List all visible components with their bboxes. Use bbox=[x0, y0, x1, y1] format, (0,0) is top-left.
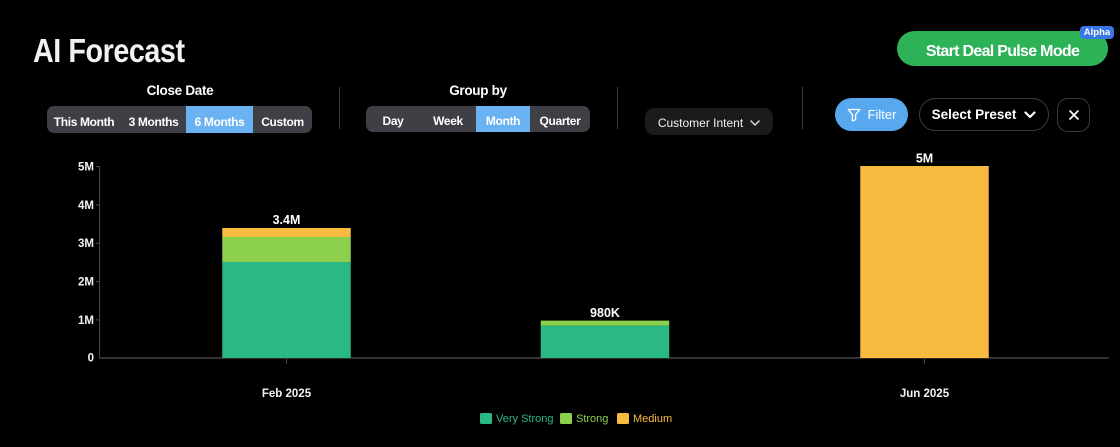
svg-text:3M: 3M bbox=[78, 238, 94, 250]
svg-text:0: 0 bbox=[88, 352, 94, 364]
svg-text:980K: 980K bbox=[590, 306, 620, 320]
svg-text:4M: 4M bbox=[78, 200, 94, 212]
svg-text:1M: 1M bbox=[78, 315, 94, 327]
svg-text:2M: 2M bbox=[78, 277, 94, 289]
svg-text:Strong: Strong bbox=[576, 413, 608, 425]
svg-text:3.4M: 3.4M bbox=[273, 213, 301, 227]
svg-text:Jun 2025: Jun 2025 bbox=[900, 388, 950, 400]
svg-text:Medium: Medium bbox=[633, 413, 672, 425]
svg-text:Feb 2025: Feb 2025 bbox=[262, 388, 312, 400]
svg-text:5M: 5M bbox=[916, 152, 933, 166]
svg-text:Very Strong: Very Strong bbox=[496, 413, 553, 425]
svg-text:5M: 5M bbox=[78, 162, 94, 174]
